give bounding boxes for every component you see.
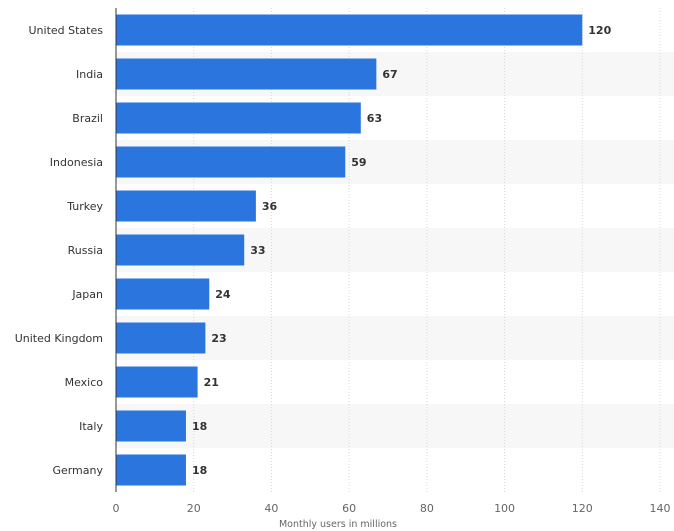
data-label: 18 — [192, 420, 207, 433]
x-tick-label: 0 — [113, 502, 120, 515]
category-label: Italy — [79, 420, 103, 433]
bar — [116, 234, 245, 266]
bar — [116, 366, 198, 398]
category-label: Germany — [52, 464, 103, 477]
row-band — [116, 404, 674, 448]
bar — [116, 278, 210, 310]
bar — [116, 322, 206, 354]
bar — [116, 146, 346, 178]
bar — [116, 14, 583, 46]
bar — [116, 190, 256, 222]
data-label: 18 — [192, 464, 207, 477]
category-label: Indonesia — [50, 156, 103, 169]
x-tick-label: 20 — [187, 502, 201, 515]
data-label: 63 — [367, 112, 382, 125]
x-tick-label: 140 — [650, 502, 671, 515]
data-label: 59 — [351, 156, 366, 169]
data-label: 23 — [211, 332, 226, 345]
x-tick-label: 120 — [572, 502, 593, 515]
category-label: Russia — [68, 244, 103, 257]
data-label: 67 — [382, 68, 397, 81]
category-label: Brazil — [72, 112, 103, 125]
bar — [116, 58, 377, 90]
bar — [116, 410, 186, 442]
data-label: 21 — [204, 376, 219, 389]
category-label: United States — [29, 24, 104, 37]
x-axis-title: Monthly users in millions — [279, 519, 397, 530]
row-band — [116, 316, 674, 360]
x-tick-label: 40 — [264, 502, 278, 515]
x-tick-label: 80 — [420, 502, 434, 515]
x-tick-label: 100 — [494, 502, 515, 515]
category-label: India — [76, 68, 103, 81]
category-label: Mexico — [65, 376, 104, 389]
category-label: Turkey — [66, 200, 103, 213]
data-label: 120 — [588, 24, 611, 37]
category-label: United Kingdom — [15, 332, 103, 345]
bar — [116, 454, 186, 486]
category-label: Japan — [71, 288, 103, 301]
data-label: 24 — [215, 288, 231, 301]
bar — [116, 102, 361, 134]
data-label: 33 — [250, 244, 265, 257]
x-tick-label: 60 — [342, 502, 356, 515]
data-label: 36 — [262, 200, 278, 213]
